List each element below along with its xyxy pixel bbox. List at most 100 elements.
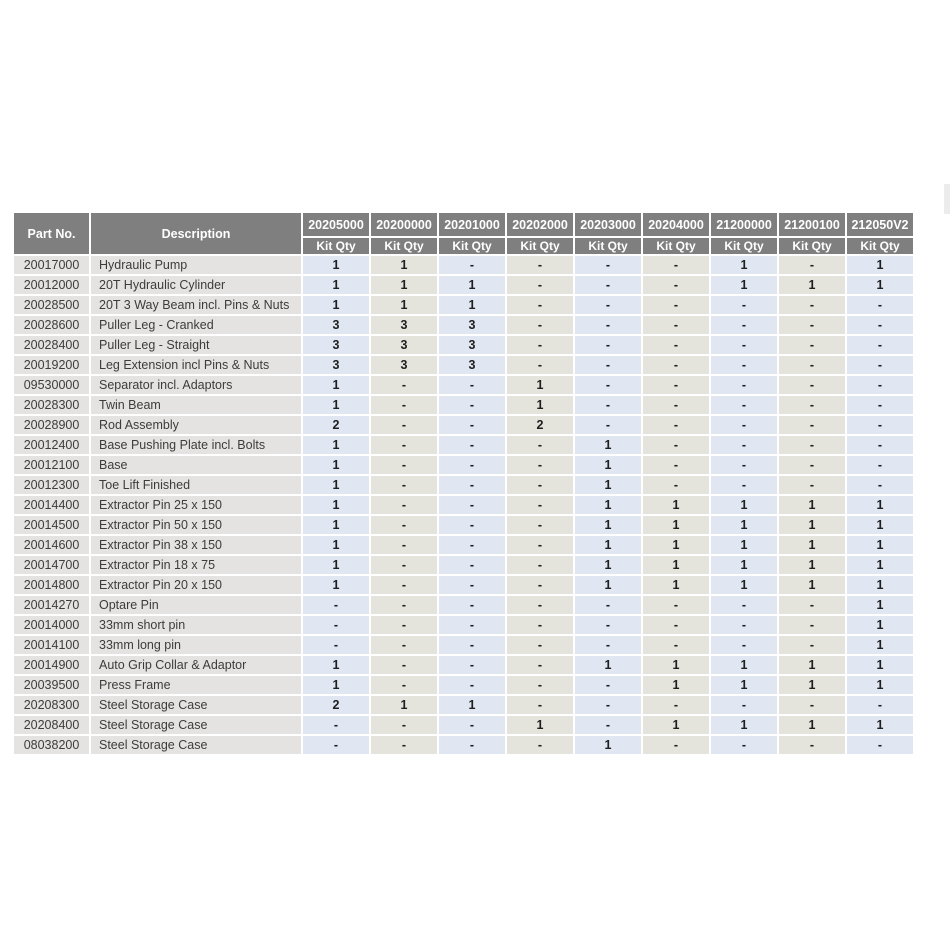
kit-qty-cell: 1 <box>847 596 913 614</box>
kit-qty-cell: - <box>779 596 845 614</box>
kit-qty-cell: - <box>847 376 913 394</box>
kit-qty-cell: - <box>779 616 845 634</box>
kit-qty-cell: - <box>643 256 709 274</box>
kit-qty-cell: - <box>371 396 437 414</box>
kit-qty-cell: 1 <box>439 296 505 314</box>
kit-qty-cell: 1 <box>507 376 573 394</box>
table-row: 09530000 Separator incl. Adaptors 1- -1- - - -… <box>14 376 913 394</box>
table-body: 20017000 Hydraulic Pump 1 1- - - -1-1 20012000 2… <box>14 256 913 754</box>
part-no-cell: 20012300 <box>14 476 89 494</box>
kit-qty-cell: - <box>711 376 777 394</box>
kit-qty-cell: - <box>371 416 437 434</box>
kit-qty-cell: - <box>507 256 573 274</box>
kit-qty-cell: - <box>779 316 845 334</box>
kit-qty-cell: 1 <box>847 636 913 654</box>
part-no-cell: 09530000 <box>14 376 89 394</box>
description-cell: Extractor Pin 50 x 150 <box>91 516 301 534</box>
part-no-cell: 20028500 <box>14 296 89 314</box>
page-edge-artifact <box>944 184 950 214</box>
description-cell: Press Frame <box>91 676 301 694</box>
kit-qty-cell: - <box>439 536 505 554</box>
kit-qty-cell: 1 <box>303 436 369 454</box>
kit-qty-cell: - <box>439 376 505 394</box>
kit-qty-cell: 1 <box>847 656 913 674</box>
kit-qty-cell: - <box>643 416 709 434</box>
description-cell: Extractor Pin 25 x 150 <box>91 496 301 514</box>
kit-qty-cell: 1 <box>847 256 913 274</box>
kit-qty-cell: - <box>643 316 709 334</box>
kit-qty-cell: 1 <box>371 296 437 314</box>
part-no-cell: 20014800 <box>14 576 89 594</box>
kit-qty-cell: - <box>643 276 709 294</box>
kit-qty-cell: - <box>779 396 845 414</box>
description-cell: Leg Extension incl Pins & Nuts <box>91 356 301 374</box>
kit-qty-cell: - <box>507 296 573 314</box>
table-row: 20028500 20T 3 Way Beam incl. Pins & Nuts… <box>14 296 913 314</box>
part-no-cell: 20019200 <box>14 356 89 374</box>
kit-qty-cell: 1 <box>847 556 913 574</box>
parts-kit-table: Part No. Description 20205000 20200000 202… <box>12 211 915 756</box>
kit-qty-cell: 1 <box>643 556 709 574</box>
kit-qty-cell: - <box>575 616 641 634</box>
kit-qty-cell: - <box>779 736 845 754</box>
kit-qty-cell: - <box>575 276 641 294</box>
kit-qty-cell: - <box>779 476 845 494</box>
table-row: 20014900 Auto Grip Collar & Adaptor 1- - -1 1… <box>14 656 913 674</box>
part-no-cell: 20012100 <box>14 456 89 474</box>
kit-qty-cell: 1 <box>303 456 369 474</box>
kit-qty-cell: 1 <box>711 556 777 574</box>
table-row: 20012000 20T Hydraulic Cylinder 1 1 1- - -1 1 1 <box>14 276 913 294</box>
description-cell: Twin Beam <box>91 396 301 414</box>
kit-qty-cell: - <box>371 716 437 734</box>
kit-qty-cell: 1 <box>575 456 641 474</box>
kit-qty-cell: - <box>507 556 573 574</box>
part-no-cell: 20208300 <box>14 696 89 714</box>
kit-qty-cell: - <box>711 396 777 414</box>
kit-qty-cell: - <box>507 676 573 694</box>
part-no-cell: 20012000 <box>14 276 89 294</box>
kit-qty-cell: 1 <box>847 576 913 594</box>
kit-qty-cell: - <box>439 556 505 574</box>
column-header-kit-21200000: 21200000 <box>711 213 777 236</box>
kit-qty-cell: - <box>643 696 709 714</box>
description-cell: Extractor Pin 20 x 150 <box>91 576 301 594</box>
kit-qty-cell: 1 <box>303 396 369 414</box>
kit-qty-cell: 1 <box>575 436 641 454</box>
part-no-cell: 20014500 <box>14 516 89 534</box>
kit-qty-cell: 1 <box>303 516 369 534</box>
kit-qty-cell: - <box>303 596 369 614</box>
kit-qty-cell: 1 <box>779 656 845 674</box>
kit-qty-cell: - <box>439 396 505 414</box>
kit-qty-cell: - <box>575 296 641 314</box>
kit-qty-cell: 3 <box>303 316 369 334</box>
kit-qty-cell: 1 <box>303 496 369 514</box>
kit-qty-cell: - <box>371 596 437 614</box>
kit-qty-cell: - <box>847 356 913 374</box>
kit-qty-cell: 3 <box>439 356 505 374</box>
description-cell: Auto Grip Collar & Adaptor <box>91 656 301 674</box>
kit-qty-cell: 1 <box>847 276 913 294</box>
kit-qty-cell: - <box>507 356 573 374</box>
kit-qty-cell: - <box>439 596 505 614</box>
kit-qty-cell: 1 <box>711 496 777 514</box>
kit-qty-cell: - <box>779 436 845 454</box>
kit-qty-cell: - <box>643 296 709 314</box>
kit-qty-cell: - <box>847 476 913 494</box>
column-subheader-kit-qty: Kit Qty <box>643 238 709 254</box>
kit-qty-cell: 1 <box>779 576 845 594</box>
kit-qty-cell: - <box>643 456 709 474</box>
part-no-cell: 20028600 <box>14 316 89 334</box>
kit-qty-cell: 1 <box>711 516 777 534</box>
kit-qty-cell: 1 <box>847 716 913 734</box>
part-no-cell: 20028900 <box>14 416 89 434</box>
kit-qty-cell: - <box>711 356 777 374</box>
table-row: 20014000 33mm short pin - - - - - - - -1 <box>14 616 913 634</box>
kit-qty-cell: - <box>439 656 505 674</box>
kit-qty-cell: - <box>643 596 709 614</box>
column-subheader-kit-qty: Kit Qty <box>303 238 369 254</box>
kit-qty-cell: 1 <box>371 696 437 714</box>
part-no-cell: 20014700 <box>14 556 89 574</box>
kit-qty-cell: 1 <box>439 276 505 294</box>
column-subheader-kit-qty: Kit Qty <box>847 238 913 254</box>
kit-qty-cell: - <box>371 636 437 654</box>
